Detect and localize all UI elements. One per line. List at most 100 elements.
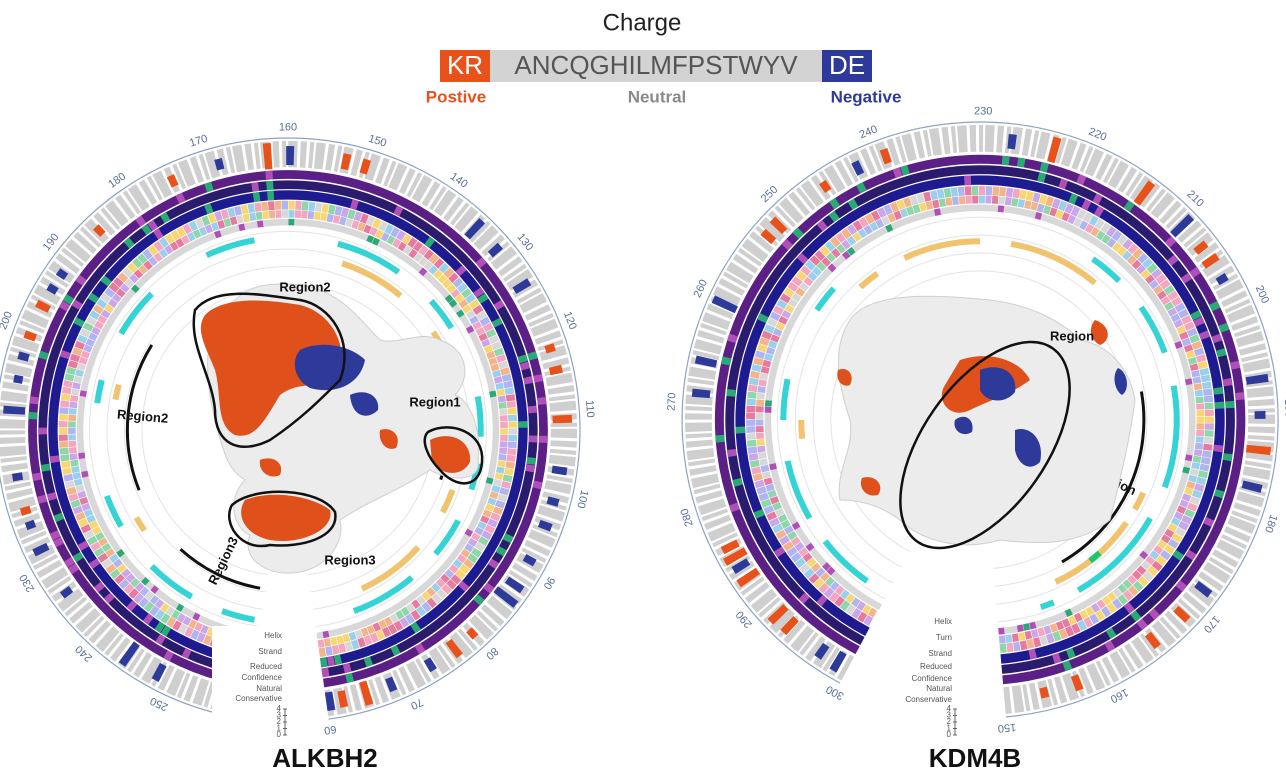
track-cell xyxy=(85,526,88,532)
track-cell xyxy=(762,380,763,386)
track-cell xyxy=(1188,379,1189,385)
track-cell xyxy=(1218,490,1220,497)
track-cell xyxy=(64,408,65,414)
track-cell xyxy=(173,613,178,616)
track-cell xyxy=(449,582,453,587)
track-cell xyxy=(146,617,151,621)
track-cell xyxy=(319,652,325,653)
logo-charge xyxy=(362,166,369,168)
track-cell xyxy=(776,504,778,510)
residue-tick-label: 230 xyxy=(974,105,992,117)
track-cell xyxy=(1075,221,1081,224)
track-cell xyxy=(454,291,458,296)
residue-tick-label: 200 xyxy=(1253,284,1271,306)
track-cell xyxy=(774,314,777,320)
track-cell xyxy=(1167,304,1170,309)
track-cell xyxy=(145,252,150,256)
track-cell xyxy=(493,492,495,498)
track-cell xyxy=(1163,282,1167,287)
track-cell xyxy=(180,627,186,630)
track-cell xyxy=(1196,456,1197,462)
track-cell xyxy=(79,486,81,492)
track-cell xyxy=(413,613,418,617)
track-cell xyxy=(328,661,334,662)
logo-charge xyxy=(23,353,25,360)
track-cell xyxy=(449,286,453,291)
track-cell xyxy=(34,397,35,404)
track-cell xyxy=(1041,166,1048,168)
track-cell xyxy=(81,492,83,498)
track-cell xyxy=(142,590,147,594)
track-cell xyxy=(1032,633,1038,635)
track-cell xyxy=(1068,652,1074,655)
track-cell xyxy=(1006,638,1012,639)
track-cell xyxy=(541,398,542,405)
track-cell xyxy=(394,242,399,245)
track-cell xyxy=(161,252,166,255)
track-cell xyxy=(397,613,402,616)
track-cell xyxy=(377,233,382,236)
track-cell xyxy=(476,307,479,312)
logo-charge xyxy=(1258,446,1259,454)
track-cell xyxy=(773,519,776,525)
track-cell xyxy=(1177,513,1180,519)
track-cell xyxy=(104,279,108,284)
track-cell xyxy=(492,561,496,567)
track-cell xyxy=(200,230,206,232)
track-cell xyxy=(951,192,957,193)
track-cell xyxy=(163,617,168,620)
track-cell xyxy=(111,301,115,306)
track-cell xyxy=(132,591,137,595)
track-cell xyxy=(800,256,805,261)
track-cell xyxy=(498,474,499,480)
track-cell xyxy=(1038,207,1044,209)
track-cell xyxy=(191,225,197,228)
track-cell xyxy=(807,571,811,576)
track-cell xyxy=(202,628,208,630)
track-cell xyxy=(1115,591,1120,595)
track-cell xyxy=(1075,616,1081,619)
track-cell xyxy=(758,511,761,517)
track-cell xyxy=(112,285,116,290)
track-cell xyxy=(108,306,111,311)
residue-tick-label: 170 xyxy=(188,133,209,150)
track-cell xyxy=(1205,458,1206,464)
track-cell xyxy=(102,539,105,544)
track-cell xyxy=(879,211,885,214)
track-cell xyxy=(1012,202,1018,203)
residue-tick-label: 70 xyxy=(409,696,425,712)
track-cell xyxy=(859,604,864,607)
track-cell xyxy=(1234,362,1236,369)
logo-charge xyxy=(854,166,861,169)
track-cell xyxy=(98,534,101,539)
track-cell xyxy=(771,491,773,497)
track-cell xyxy=(135,261,140,265)
track-cell xyxy=(753,454,754,460)
track-cell xyxy=(1012,637,1018,638)
track-cell xyxy=(926,205,932,206)
track-cell xyxy=(460,556,464,561)
track-cell xyxy=(1017,628,1023,629)
track-cell xyxy=(1182,523,1185,529)
track-cell xyxy=(849,250,854,254)
track-cell xyxy=(1139,267,1143,271)
logo-charge xyxy=(1179,223,1184,229)
residue-tick-label: 260 xyxy=(691,278,710,300)
residue-tick-label: 100 xyxy=(574,489,590,510)
track-cell xyxy=(774,336,776,342)
track-cell xyxy=(883,219,889,222)
track-cell xyxy=(82,543,85,549)
track-cell xyxy=(216,215,222,217)
track-cell xyxy=(419,609,424,613)
logo-charge xyxy=(734,553,738,560)
track-cell xyxy=(1136,584,1141,588)
track-cell xyxy=(136,272,140,276)
logo-charge xyxy=(264,156,272,157)
track-cell xyxy=(829,255,833,259)
track-cell xyxy=(820,598,825,602)
track-cell xyxy=(473,302,477,307)
track-cell xyxy=(421,270,425,274)
track-cell xyxy=(113,572,117,577)
track-cell xyxy=(507,475,508,481)
track-label: Strand xyxy=(928,649,952,658)
